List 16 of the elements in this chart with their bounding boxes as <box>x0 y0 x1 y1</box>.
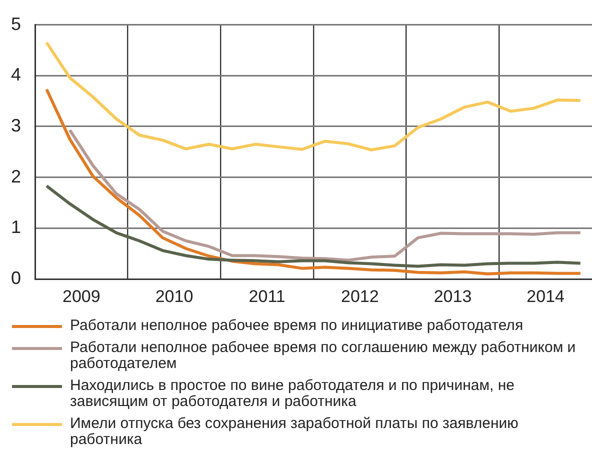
y-tick-label: 1 <box>10 217 21 238</box>
x-tick-label: 2013 <box>434 286 472 306</box>
y-tick-label: 0 <box>10 268 21 288</box>
y-tick-label: 5 <box>10 14 21 34</box>
x-tick-label: 2010 <box>155 286 194 306</box>
legend-label: Имели отпуска без сохранения заработной платы по заявлению работника <box>70 415 520 448</box>
legend-label: Работали неполное рабочее время по соглашению между работником и работодателем <box>70 339 577 372</box>
legend-label: Работали неполное рабочее время по инициативе работодателя <box>70 317 524 334</box>
legend-label: Находились в простое по вине работодателя и по причинам, не зависящим от работодателя и работника <box>70 377 516 410</box>
x-tick-label: 2009 <box>62 286 100 306</box>
x-tick-label: 2014 <box>526 286 564 306</box>
y-tick-label: 2 <box>10 166 21 186</box>
y-tick-label: 4 <box>10 64 21 85</box>
y-tick-label: 3 <box>10 115 21 136</box>
x-tick-label: 2012 <box>341 286 379 306</box>
x-tick-label: 2011 <box>248 286 286 306</box>
